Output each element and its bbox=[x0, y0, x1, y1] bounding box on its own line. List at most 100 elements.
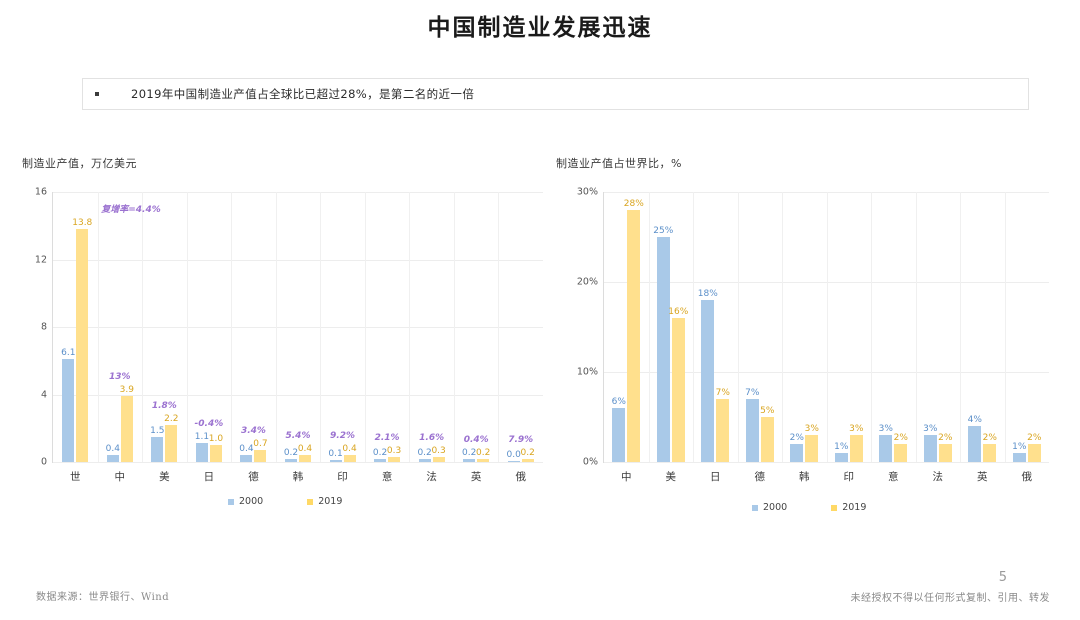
bar-value-2000: 1.5 bbox=[150, 425, 165, 436]
bar-2019[interactable]: 7% bbox=[716, 388, 730, 462]
bar-2000[interactable]: 1.5 bbox=[150, 426, 165, 462]
bar-2000[interactable]: 2% bbox=[790, 433, 804, 462]
category-divider bbox=[915, 192, 917, 462]
bar-value-2000: 4% bbox=[967, 415, 982, 425]
bar-group[interactable]: 18% 7% 日 bbox=[693, 192, 738, 483]
bar-2000[interactable]: 0.2 bbox=[462, 448, 476, 462]
bar-2019[interactable]: 0.4 bbox=[298, 444, 312, 462]
x-axis-label: 世 bbox=[70, 471, 81, 483]
bar-value-2019: 5% bbox=[760, 406, 775, 416]
x-axis-label: 英 bbox=[977, 471, 988, 483]
bar-2019[interactable]: 0.3 bbox=[431, 446, 446, 462]
bar-2019[interactable]: 1.0 bbox=[209, 434, 223, 462]
bar-group[interactable]: 0.2 0.3 1.6% 法 bbox=[409, 192, 454, 483]
bar-value-2019: 0.2 bbox=[520, 447, 535, 458]
x-axis-label: 美 bbox=[665, 471, 677, 483]
bar-2000[interactable]: 3% bbox=[923, 424, 937, 462]
bar-value-2019: 7% bbox=[715, 388, 730, 398]
bar-group[interactable]: 0.2 0.3 2.1% 意 bbox=[365, 192, 410, 483]
bar-group[interactable]: 6.1 13.8 复增率=4.4% 世 bbox=[53, 192, 161, 483]
bar-2019[interactable]: 16% bbox=[668, 307, 688, 462]
x-axis-label: 中 bbox=[114, 471, 126, 483]
bar-group[interactable]: 4% 2% 英 bbox=[960, 192, 1005, 483]
bar-2000[interactable]: 18% bbox=[698, 289, 718, 462]
y-axis-tick: 4 bbox=[40, 389, 47, 400]
bar-2019[interactable]: 3.9 bbox=[120, 385, 134, 462]
bar-group[interactable]: 1.1 1.0 -0.4% 日 bbox=[187, 192, 232, 483]
bar-2000[interactable]: 3% bbox=[879, 424, 893, 462]
legend-item-2000: 2000 bbox=[228, 496, 263, 507]
bar-value-2000: 0.2 bbox=[417, 447, 432, 458]
chart-caption-share: 制造业产值占世界比，% bbox=[556, 157, 682, 170]
x-axis-label: 德 bbox=[248, 471, 259, 483]
legend-swatch-2019-icon bbox=[831, 504, 838, 511]
growth-annotation: 7.9% bbox=[508, 434, 534, 445]
bar-2000[interactable]: 1% bbox=[834, 442, 848, 462]
bar-group[interactable]: 3% 2% 法 bbox=[916, 192, 961, 483]
bar-group[interactable]: 0.4 0.7 3.4% 德 bbox=[231, 192, 276, 483]
bar-2000[interactable]: 0.4 bbox=[106, 444, 120, 462]
category-divider bbox=[498, 192, 500, 462]
bar-2019[interactable]: 0.2 bbox=[476, 448, 490, 462]
bar-group[interactable]: 2% 3% 韩 bbox=[782, 192, 827, 483]
bar-2000[interactable]: 0.4 bbox=[239, 444, 254, 462]
bar-value-2019: 3% bbox=[849, 424, 864, 434]
bar-value-2000: 0.4 bbox=[239, 444, 254, 455]
bar-2000[interactable]: 1% bbox=[1012, 442, 1026, 462]
bar-2019[interactable]: 0.4 bbox=[342, 444, 357, 462]
bar-2000[interactable]: 0.2 bbox=[417, 448, 432, 462]
bar-value-2000: 0.2 bbox=[462, 447, 477, 458]
bar-2000[interactable]: 7% bbox=[745, 388, 759, 462]
bar-group[interactable]: 1% 2% 俄 bbox=[1005, 192, 1050, 483]
bar-group[interactable]: 7% 5% 德 bbox=[738, 192, 783, 483]
bar-value-2000: 3% bbox=[878, 424, 893, 434]
bar-2000[interactable]: 6% bbox=[612, 397, 626, 462]
bar-2000[interactable]: 25% bbox=[653, 226, 673, 462]
bar-2019[interactable]: 13.8 bbox=[72, 218, 92, 462]
bar-2000[interactable]: 0.2 bbox=[284, 448, 298, 462]
bar-group[interactable]: 1% 3% 印 bbox=[827, 192, 872, 483]
bar-2019[interactable]: 28% bbox=[624, 199, 644, 462]
bar-2019[interactable]: 0.7 bbox=[253, 439, 268, 462]
y-axis-tick: 16 bbox=[34, 186, 47, 198]
category-divider bbox=[364, 192, 366, 462]
bar-group[interactable]: 0.1 0.4 9.2% 印 bbox=[320, 192, 365, 483]
bar-2019[interactable]: 2% bbox=[938, 433, 952, 462]
bar-group[interactable]: 3% 2% 意 bbox=[871, 192, 916, 483]
legend-label-2000: 2000 bbox=[239, 496, 264, 507]
bar-group[interactable]: 0.0 0.2 7.9% 俄 bbox=[498, 192, 543, 483]
bar-group[interactable]: 0.2 0.4 5.4% 韩 bbox=[276, 192, 321, 483]
bar-value-2000: 3% bbox=[923, 424, 938, 434]
growth-annotation: 9.2% bbox=[330, 431, 356, 442]
bar-2019[interactable]: 3% bbox=[805, 424, 819, 462]
bar-2000[interactable]: 0.2 bbox=[373, 448, 387, 462]
bar-2019[interactable]: 0.2 bbox=[521, 448, 535, 462]
category-divider bbox=[97, 192, 99, 462]
bar-value-2019: 0.2 bbox=[476, 447, 491, 458]
bar-value-2000: 1% bbox=[1012, 442, 1027, 452]
x-axis-label: 意 bbox=[381, 471, 393, 483]
bar-group[interactable]: 6% 28% 中 bbox=[604, 192, 649, 483]
bar-2019[interactable]: 2% bbox=[1027, 433, 1041, 462]
bar-2019[interactable]: 5% bbox=[760, 406, 774, 462]
bar-2000[interactable]: 1.1 bbox=[195, 432, 209, 462]
bullet-box: 2019年中国制造业产值占全球比已超过28%，是第二名的近一倍 bbox=[82, 78, 1029, 110]
bar-2000[interactable]: 6.1 bbox=[61, 348, 75, 462]
bar-2019[interactable]: 2% bbox=[894, 433, 908, 462]
bar-group[interactable]: 25% 16% 美 bbox=[649, 192, 694, 483]
bar-2000[interactable]: 4% bbox=[968, 415, 982, 462]
bar-2019[interactable]: 0.3 bbox=[387, 446, 401, 462]
bar-2019[interactable]: 2.2 bbox=[164, 414, 179, 462]
bar-2000[interactable]: 0.1 bbox=[328, 449, 343, 462]
bar-2019[interactable]: 2% bbox=[983, 433, 997, 462]
bar-2019[interactable]: 3% bbox=[849, 424, 863, 462]
gridline bbox=[53, 327, 543, 328]
growth-annotation: 3.4% bbox=[240, 426, 266, 437]
bar-group[interactable]: 0.4 3.9 13% 中 bbox=[98, 192, 143, 483]
bar-group[interactable]: 1.5 2.2 1.8% 美 bbox=[142, 192, 187, 483]
bar-2000[interactable]: 0.0 bbox=[507, 450, 521, 462]
plot-area-output: 0 4 8 12 16 6.1 13.8 复增率=4.4% 世 0.4 3.9 13% 中 1.5 2.2 1… bbox=[35, 187, 543, 483]
legend-swatch-2000-icon bbox=[228, 498, 234, 505]
bar-group[interactable]: 0.2 0.2 0.4% 英 bbox=[454, 192, 499, 483]
